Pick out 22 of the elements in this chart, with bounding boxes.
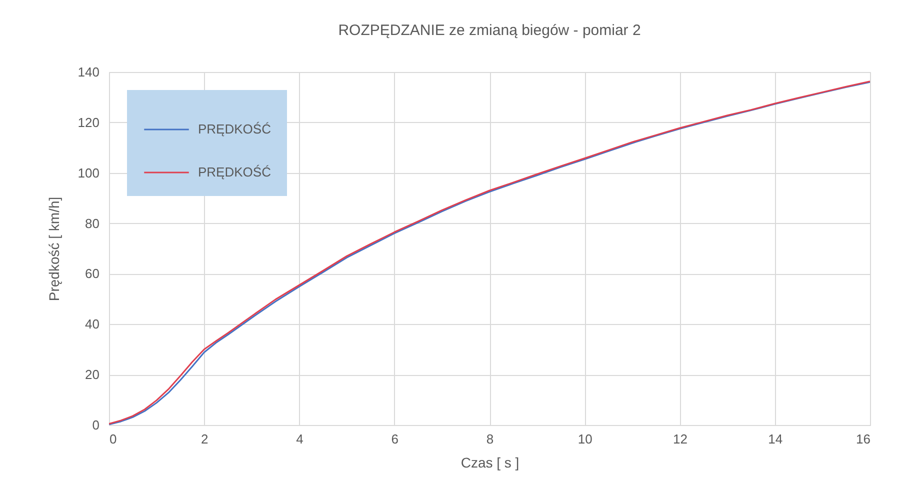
x-tick-label: 4 — [296, 432, 304, 446]
x-axis-title: Czas [ s ] — [460, 454, 520, 470]
y-tick-label: 100 — [78, 165, 100, 180]
y-tick-label: 120 — [78, 114, 100, 130]
y-tick-label: 20 — [85, 367, 100, 382]
x-tick-label: 2 — [201, 432, 208, 446]
y-tick-label: 140 — [78, 64, 100, 80]
x-tick-label: 0 — [110, 432, 117, 446]
y-tick-label: 0 — [92, 418, 100, 432]
legend-label: PRĘDKOŚĆ — [198, 164, 271, 180]
legend-label: PRĘDKOŚĆ — [198, 122, 271, 136]
y-axis-title: Prędkość [ km/h] — [46, 196, 62, 302]
chart-title: ROZPĘDZANIE ze zmianą biegów - pomiar 2 — [338, 22, 641, 39]
x-tick-label: 14 — [768, 432, 783, 446]
y-tick-label: 40 — [85, 316, 100, 332]
x-tick-label: 16 — [856, 432, 870, 446]
x-tick-label: 10 — [578, 432, 592, 446]
y-tick-label: 80 — [85, 216, 100, 231]
x-tick-label: 8 — [486, 432, 494, 446]
y-tick-label: 60 — [85, 266, 100, 282]
x-tick-label: 12 — [673, 432, 688, 446]
x-tick-label: 6 — [391, 432, 398, 446]
